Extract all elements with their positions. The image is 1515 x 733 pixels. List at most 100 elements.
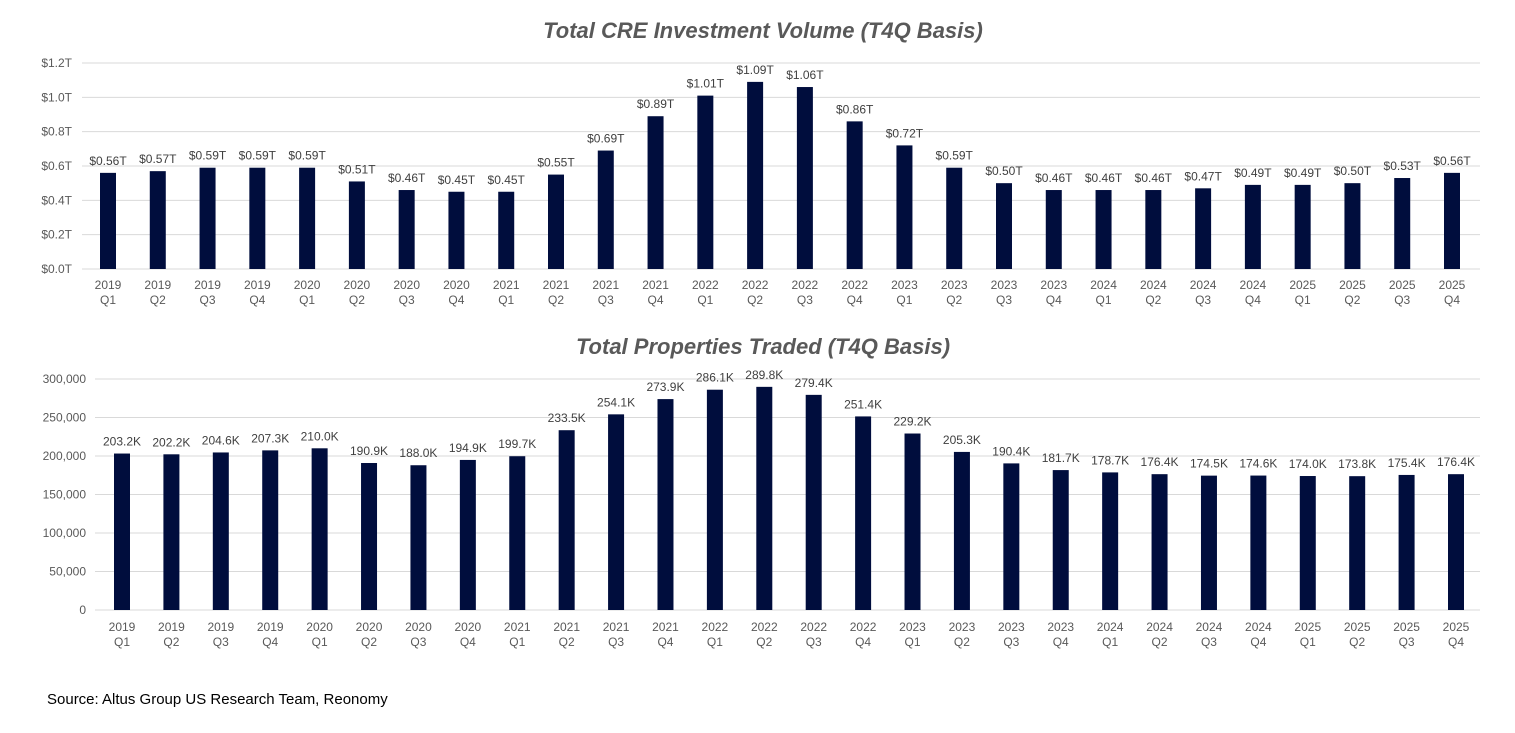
x-tick-label: 2020 Q1 xyxy=(306,620,333,649)
bar xyxy=(149,171,166,269)
x-tick-label: 2022 Q3 xyxy=(792,278,819,307)
y-tick-label: 150,000 xyxy=(43,488,87,502)
bar xyxy=(199,167,216,269)
x-tick-label: 2021 Q2 xyxy=(553,620,580,649)
bar xyxy=(953,451,970,610)
x-tick-label: 2020 Q3 xyxy=(405,620,432,649)
data-label: $0.47T xyxy=(1184,169,1222,183)
bar xyxy=(1444,172,1460,269)
x-tick-label: 2023 Q4 xyxy=(1040,278,1067,307)
x-tick-label: 2019 Q2 xyxy=(158,620,185,649)
bar xyxy=(212,452,229,610)
x-tick-label: 2020 Q1 xyxy=(294,278,321,307)
x-tick-label: 2021 Q1 xyxy=(493,278,520,307)
data-label: 190.9K xyxy=(350,444,388,458)
x-tick-label: 2023 Q3 xyxy=(998,620,1025,649)
data-label: $0.46T xyxy=(1135,171,1173,185)
data-label: 181.7K xyxy=(1042,451,1080,465)
x-tick-label: 2021 Q3 xyxy=(592,278,619,307)
x-tick-label: 2024 Q4 xyxy=(1245,620,1272,649)
x-tick-label: 2021 Q1 xyxy=(504,620,531,649)
x-tick-label: 2023 Q4 xyxy=(1047,620,1074,649)
bar xyxy=(1052,470,1069,610)
bar xyxy=(509,456,526,610)
data-label: $0.53T xyxy=(1384,159,1422,173)
x-tick-label: 2022 Q1 xyxy=(702,620,729,649)
data-label: 202.2K xyxy=(152,435,190,449)
chart-title-investment-volume: Total CRE Investment Volume (T4Q Basis) xyxy=(543,18,983,43)
data-label: 203.2K xyxy=(103,435,141,449)
y-tick-label: $0.8T xyxy=(41,125,72,139)
data-label: $0.57T xyxy=(139,152,177,166)
data-label: $0.56T xyxy=(1433,154,1471,168)
y-tick-label: $1.2T xyxy=(41,56,72,70)
data-label: 251.4K xyxy=(844,397,882,411)
x-tick-label: 2019 Q4 xyxy=(244,278,271,307)
x-tick-label: 2020 Q2 xyxy=(344,278,371,307)
bar xyxy=(1095,190,1112,269)
x-tick-label: 2022 Q2 xyxy=(751,620,778,649)
bar xyxy=(657,399,674,610)
data-label: 178.7K xyxy=(1091,453,1129,467)
data-label: 229.2K xyxy=(893,415,931,429)
x-tick-label: 2021 Q2 xyxy=(543,278,570,307)
x-tick-label: 2021 Q4 xyxy=(642,278,669,307)
data-label: $0.50T xyxy=(985,164,1023,178)
data-label: $0.46T xyxy=(1085,171,1123,185)
x-tick-label: 2024 Q3 xyxy=(1196,620,1223,649)
x-tick-label: 2025 Q1 xyxy=(1289,278,1316,307)
x-tick-label: 2019 Q1 xyxy=(95,278,122,307)
bar xyxy=(1398,474,1415,610)
x-tick-label: 2019 Q1 xyxy=(109,620,136,649)
x-tick-label: 2025 Q4 xyxy=(1439,278,1466,307)
data-label: 194.9K xyxy=(449,441,487,455)
data-label: $0.46T xyxy=(388,171,426,185)
bar xyxy=(498,191,515,269)
data-label: 175.4K xyxy=(1388,456,1426,470)
data-label: $0.72T xyxy=(886,126,924,140)
x-tick-label: 2025 Q4 xyxy=(1443,620,1470,649)
x-tick-label: 2025 Q3 xyxy=(1389,278,1416,307)
bar xyxy=(1145,190,1162,269)
data-label: 254.1K xyxy=(597,395,635,409)
bar xyxy=(1294,184,1311,269)
x-tick-label: 2024 Q3 xyxy=(1190,278,1217,307)
chart-title-properties-traded: Total Properties Traded (T4Q Basis) xyxy=(576,334,950,359)
data-label: $0.50T xyxy=(1334,164,1372,178)
data-label: $0.86T xyxy=(836,102,874,116)
bar xyxy=(706,389,723,610)
bar xyxy=(647,116,664,269)
bar xyxy=(697,95,714,269)
data-label: $0.49T xyxy=(1284,166,1322,180)
data-label: 174.0K xyxy=(1289,457,1327,471)
x-tick-label: 2022 Q4 xyxy=(841,278,868,307)
y-tick-label: $1.0T xyxy=(41,90,72,104)
x-tick-label: 2022 Q4 xyxy=(850,620,877,649)
y-tick-label: 0 xyxy=(79,603,86,617)
x-tick-label: 2024 Q2 xyxy=(1146,620,1173,649)
bar xyxy=(448,191,465,269)
bar xyxy=(558,430,575,610)
data-label: 199.7K xyxy=(498,437,536,451)
bar xyxy=(1349,476,1366,610)
bar xyxy=(1151,474,1168,610)
x-tick-label: 2019 Q3 xyxy=(194,278,221,307)
data-label: $0.55T xyxy=(537,156,575,170)
x-tick-label: 2025 Q2 xyxy=(1344,620,1371,649)
bar xyxy=(1250,475,1267,610)
bar xyxy=(548,174,564,269)
bar xyxy=(1195,188,1212,269)
bar xyxy=(1200,475,1217,610)
bar xyxy=(459,459,476,610)
data-label: 205.3K xyxy=(943,433,981,447)
data-label: $1.09T xyxy=(736,63,774,77)
data-label: $0.51T xyxy=(338,162,376,176)
x-tick-label: 2022 Q3 xyxy=(800,620,827,649)
source-note: Source: Altus Group US Research Team, Re… xyxy=(47,691,388,708)
data-label: 210.0K xyxy=(301,429,339,443)
y-tick-label: 100,000 xyxy=(43,526,87,540)
x-tick-label: 2024 Q4 xyxy=(1240,278,1267,307)
bar xyxy=(1244,184,1261,269)
y-tick-label: 50,000 xyxy=(49,565,86,579)
